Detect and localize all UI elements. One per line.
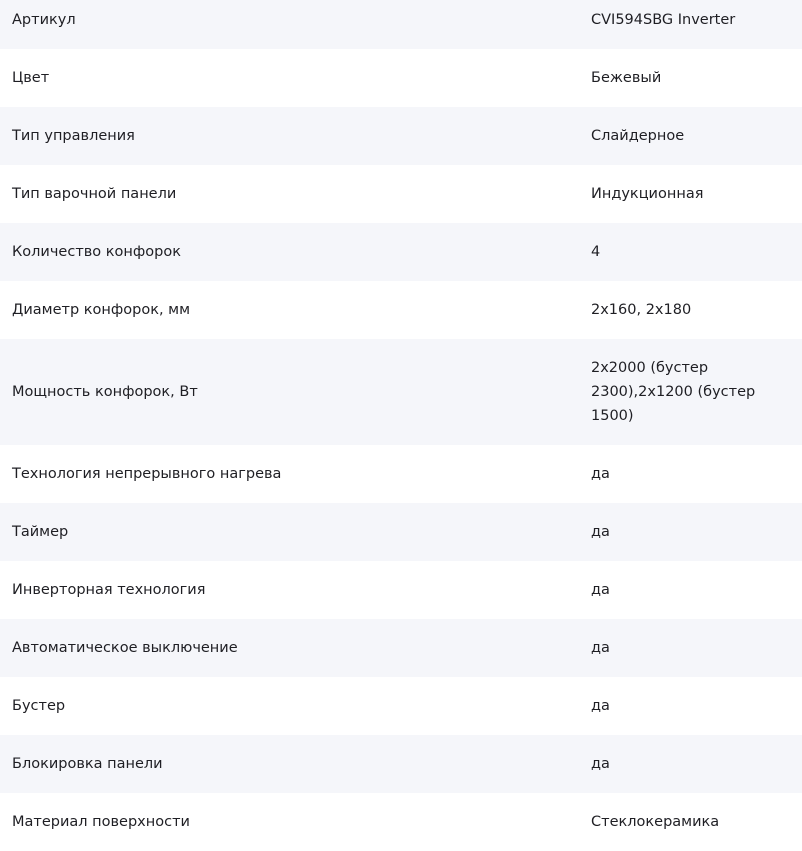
spec-row: Цвет Бежевый [0, 49, 802, 107]
spec-name: Тип управления [12, 128, 135, 144]
spec-value: Бежевый [591, 70, 662, 86]
spec-name: Материал поверхности [12, 814, 190, 830]
spec-name: Мощность конфорок, Вт [12, 384, 198, 400]
spec-name: Цвет [12, 70, 50, 86]
spec-row: Автоматическое выключение да [0, 619, 802, 677]
spec-name: Таймер [12, 524, 69, 540]
spec-value: Стеклокерамика [591, 814, 720, 830]
spec-name: Автоматическое выключение [12, 640, 238, 656]
spec-value: да [591, 524, 610, 540]
spec-name: Количество конфорок [12, 244, 182, 260]
spec-name: Артикул [12, 12, 76, 28]
spec-row: Тип варочной панели Индукционная [0, 165, 802, 223]
spec-name: Бустер [12, 698, 66, 714]
spec-value: 2x160, 2x180 [591, 302, 692, 318]
spec-value: да [591, 466, 610, 482]
spec-value: Индукционная [591, 186, 704, 202]
spec-row: Артикул CVI594SBG Inverter [0, 0, 802, 49]
spec-row: Диаметр конфорок, мм 2x160, 2x180 [0, 281, 802, 339]
spec-row: Технология непрерывного нагрева да [0, 445, 802, 503]
spec-value: да [591, 698, 610, 714]
spec-value: 4 [591, 244, 601, 260]
spec-value: да [591, 582, 610, 598]
spec-row: Мощность конфорок, Вт 2x2000 (бустер 2300… [0, 339, 802, 445]
spec-value: Слайдерное [591, 128, 685, 144]
spec-value: 2x2000 (бустер 2300),2x1200 (бустер 1500… [591, 360, 756, 424]
spec-name: Диаметр конфорок, мм [12, 302, 191, 318]
spec-row: Инверторная технология да [0, 561, 802, 619]
spec-name: Блокировка панели [12, 756, 163, 772]
spec-name: Инверторная технология [12, 582, 206, 598]
spec-row: Бустер да [0, 677, 802, 735]
spec-value: CVI594SBG Inverter [591, 12, 736, 28]
spec-row: Тип управления Слайдерное [0, 107, 802, 165]
spec-value: да [591, 640, 610, 656]
spec-name: Технология непрерывного нагрева [12, 466, 282, 482]
spec-row: Количество конфорок 4 [0, 223, 802, 281]
spec-row: Таймер да [0, 503, 802, 561]
spec-name: Тип варочной панели [12, 186, 177, 202]
spec-row: Блокировка панели да [0, 735, 802, 793]
spec-value: да [591, 756, 610, 772]
spec-row: Материал поверхности Стеклокерамика [0, 793, 802, 851]
